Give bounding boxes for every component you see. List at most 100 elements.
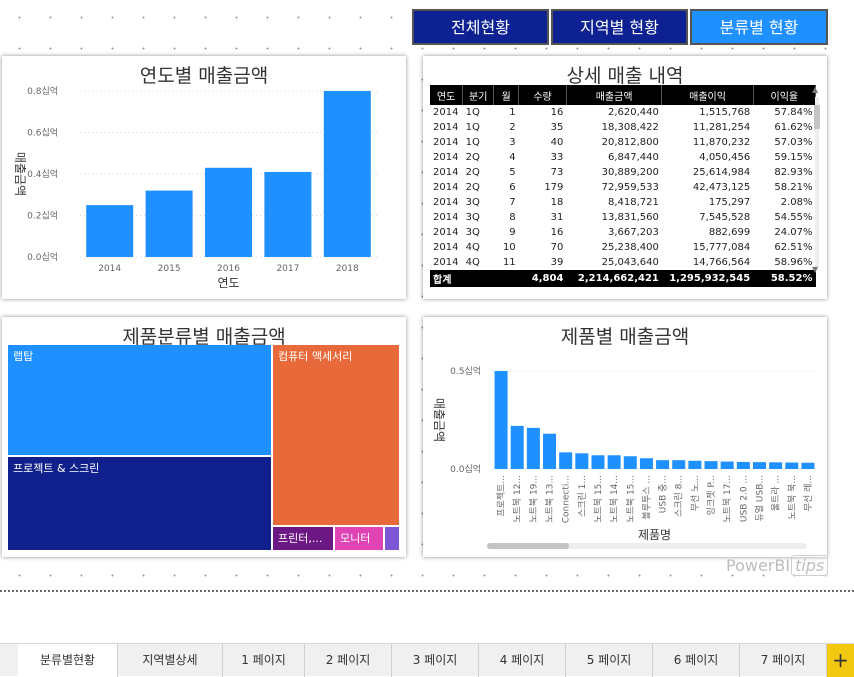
table-cell: 31 [550,212,564,223]
table-cell: 4Q [465,242,480,253]
table-row[interactable]: 2014 3Q 7 18 8,418,721 175,297 2.08% [430,195,816,210]
treemap-cell-projector-screen[interactable]: 프로젝트 & 스크린 [8,457,271,550]
x-tick-label: 2018 [336,264,359,274]
table-header-cell[interactable]: 매출금액 [566,85,663,105]
table-cell: 13,831,560 [601,212,659,223]
treemap-title: 제품분류별 매출금액 [122,326,286,348]
table-row[interactable]: 2014 3Q 9 16 3,667,203 882,699 24.07% [430,225,816,240]
x-tick-label: 노트북 15... [625,475,636,523]
table-cell: 54.55% [774,212,813,223]
y-axis-title: 매출금액 [13,152,27,196]
table-total-cell: 58.52% [753,270,816,287]
table-row[interactable]: 2014 1Q 1 16 2,620,440 1,515,768 57.84% [430,105,816,120]
table-cell: 2014 [433,242,459,253]
table-cell: 9 [509,227,516,238]
overall-status-button[interactable]: 전체현황 [412,9,549,45]
category-status-button[interactable]: 분류별 현황 [690,9,828,45]
bar [575,453,589,469]
bar [623,456,637,469]
scroll-track[interactable] [815,97,819,267]
tab-page-2[interactable]: 2 페이지 [305,644,392,677]
treemap-cell-laptop[interactable]: 랩탑 [8,345,271,455]
treemap-cell-computer-accessory[interactable]: 컴퓨터 액세서리 [273,345,399,525]
tab-category-status[interactable]: 분류별현황 [18,644,118,677]
tab-page-7[interactable]: 7 페이지 [740,644,827,677]
bar [752,462,766,469]
category-treemap-card[interactable]: 제품분류별 매출금액 랩탑 프로젝트 & 스크린 컴퓨터 액세서리 프린터,..… [2,317,406,557]
detail-table-wrap[interactable]: 연도 분기 월 수량 매출금액 매출이익 이익율 2014 1Q 1 16 2,620,440 1,5… [430,85,816,289]
table-row[interactable]: 2014 3Q 8 31 13,831,560 7,545,528 54.55% [430,210,816,225]
bar [264,171,312,257]
table-cell: 73 [550,167,564,178]
add-page-button[interactable]: + [827,644,854,677]
bar [591,455,605,469]
regional-status-button[interactable]: 지역별 현황 [551,9,688,45]
table-total-cell: 1,295,932,545 [661,270,754,287]
table-header-cell[interactable]: 월 [493,85,520,105]
table-cell: 16 [550,107,564,118]
scroll-thumb[interactable] [814,105,820,129]
table-cell: 2Q [465,152,480,163]
bar [145,190,193,257]
table-header-cell[interactable]: 연도 [430,85,464,105]
table-cell: 42,473,125 [692,182,751,193]
table-row[interactable]: 2014 1Q 2 35 18,308,422 11,281,254 61.62% [430,120,816,135]
tab-page-6[interactable]: 6 페이지 [653,644,740,677]
tab-page-5[interactable]: 5 페이지 [566,644,653,677]
yearly-sales-card[interactable]: 연도별 매출금액 0.0십억 0.2십억 0.4십억 0.6십억 0.8십억 2014 20… [2,56,406,299]
x-tick-label: 듀얼 USB... [754,475,765,521]
table-cell: 10 [502,242,516,253]
tab-page-3[interactable]: 3 페이지 [392,644,479,677]
scroll-up-icon[interactable]: ▲ [812,85,819,94]
table-header-cell[interactable]: 분기 [462,85,495,105]
y-tick-label: 0.0십억 [450,463,481,475]
x-tick-label: 스크린 8... [674,475,685,517]
table-row[interactable]: 2014 2Q 5 73 30,889,200 25,614,984 82.93% [430,165,816,180]
table-header-cell[interactable]: 이익율 [753,85,816,105]
table-cell: 4,050,456 [699,152,751,163]
table-row[interactable]: 2014 4Q 10 70 25,238,400 15,777,084 62.51% [430,240,816,255]
x-tick-label: 2017 [276,264,299,274]
scroll-down-icon[interactable]: ▼ [812,265,819,274]
detail-table: 연도 분기 월 수량 매출금액 매출이익 이익율 2014 1Q 1 16 2,620,440 1,5… [430,85,816,287]
bar [205,167,252,257]
table-cell: 179 [544,182,564,193]
table-vertical-scrollbar[interactable]: ▲ ▼ [812,85,821,275]
table-header-cell[interactable]: 매출이익 [661,85,754,105]
chart-horizontal-scrollbar[interactable] [487,543,807,549]
table-cell: 58.96% [774,257,813,268]
table-cell: 175,297 [708,197,751,208]
y-tick-label: 0.4십억 [27,168,58,180]
table-row[interactable]: 2014 1Q 3 40 20,812,800 11,870,232 57.03% [430,135,816,150]
table-cell: 58.21% [774,182,813,193]
tab-page-1[interactable]: 1 페이지 [223,644,305,677]
table-row[interactable]: 2014 2Q 4 33 6,847,440 4,050,456 59.15% [430,150,816,165]
tab-page-4[interactable]: 4 페이지 [479,644,566,677]
chart-scroll-thumb[interactable] [487,543,569,549]
table-header-cell[interactable]: 수량 [518,85,567,105]
table-row[interactable]: 2014 4Q 11 39 25,043,640 14,766,564 58.96% [430,255,816,270]
table-total-cell [493,270,519,287]
x-tick-label: 노트북 12... [512,475,523,523]
detail-table-card[interactable]: 상세 매출 내역 연도 분기 월 수량 매출금액 매출이익 이익율 2014 1Q 1 16 2,6… [423,56,827,299]
table-cell: 25,043,640 [601,257,659,268]
table-cell: 2014 [433,182,459,193]
table-cell: 11,870,232 [692,137,751,148]
treemap-cell-monitor[interactable]: 모니터 [335,527,383,550]
bar [720,461,734,469]
table-row[interactable]: 2014 2Q 6 179 72,959,533 42,473,125 58.21% [430,180,816,195]
bar [86,205,134,257]
table-cell: 3Q [465,227,480,238]
table-cell: 2014 [433,152,459,163]
tab-regional-detail[interactable]: 지역별상세 [118,644,223,677]
table-cell: 6,847,440 [607,152,659,163]
treemap-cell-printer[interactable]: 프린터,... [273,527,333,550]
yearly-sales-chart[interactable]: 0.0십억 0.2십억 0.4십억 0.6십억 0.8십억 2014 2015 2016 201… [2,56,406,299]
bar [639,458,653,469]
product-sales-card[interactable]: 제품별 매출금액 0.0십억 0.5십억 프로젝트... 노트북 12... 노트북 1… [423,317,827,557]
x-tick-label: 2015 [158,264,181,274]
treemap-cell-other[interactable] [385,527,399,550]
table-cell: 3,667,203 [607,227,659,238]
bar [801,462,815,469]
